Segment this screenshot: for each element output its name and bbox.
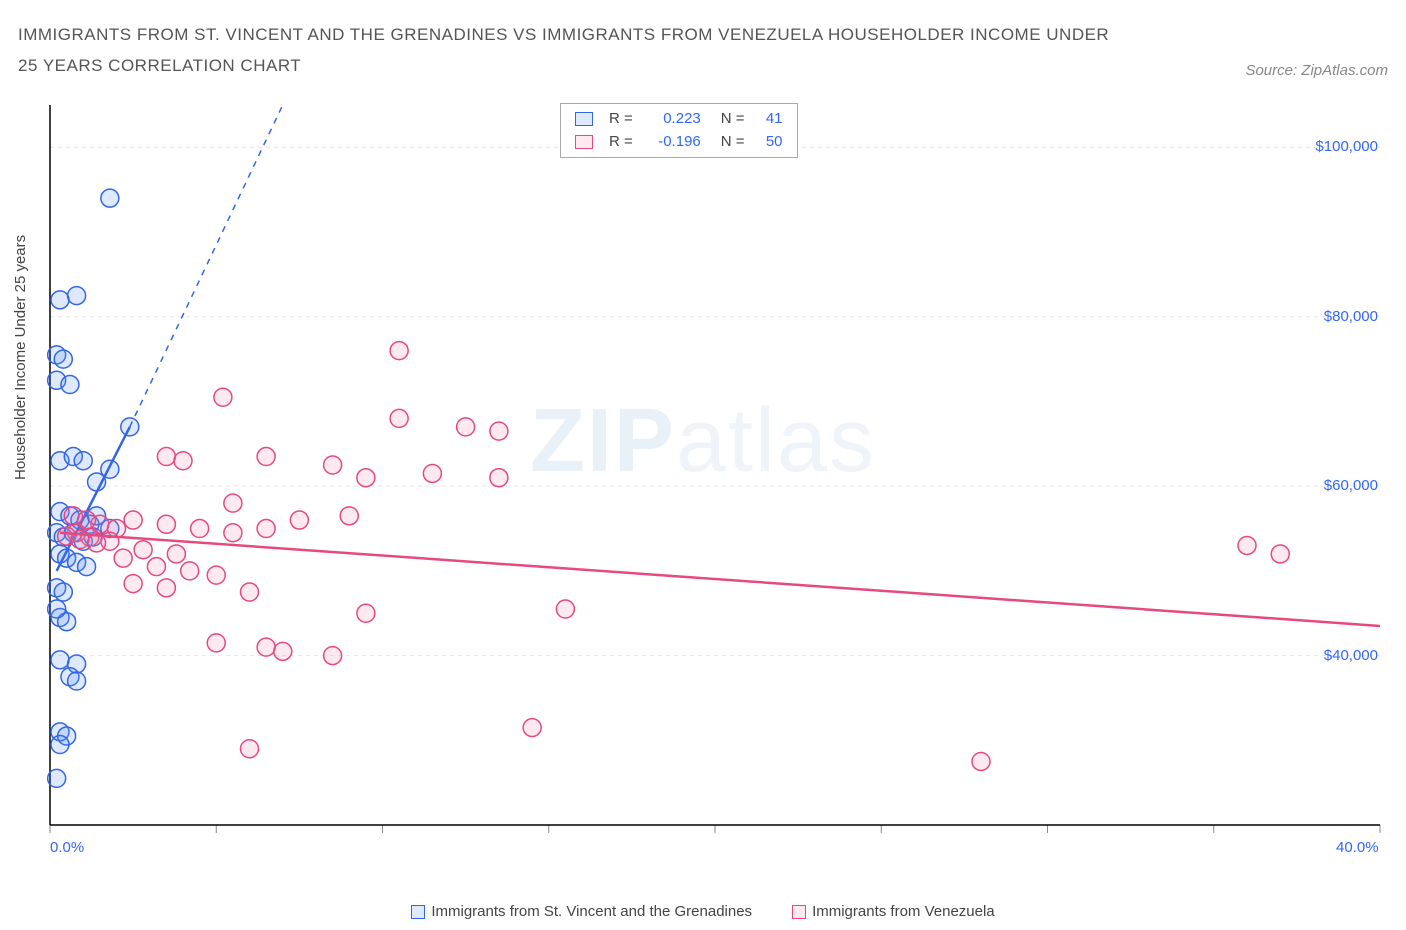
stats-legend: R = 0.223 N = 41 R = -0.196 N = 50 [560, 103, 798, 158]
y-tick-label: $100,000 [1315, 138, 1378, 155]
legend-label-blue: Immigrants from St. Vincent and the Gren… [431, 903, 752, 920]
y-tick-label: $40,000 [1324, 647, 1378, 664]
legend-swatch-pink [792, 905, 806, 919]
source-label: Source: ZipAtlas.com [1245, 62, 1388, 79]
y-tick-label: $60,000 [1324, 477, 1378, 494]
x-tick-label: 40.0% [1336, 839, 1379, 856]
scatter-plot [45, 100, 1385, 860]
x-tick-label: 0.0% [50, 839, 84, 856]
legend-swatch-pink [575, 135, 593, 149]
legend-label-pink: Immigrants from Venezuela [812, 903, 995, 920]
legend-swatch-blue [575, 112, 593, 126]
chart-title: IMMIGRANTS FROM ST. VINCENT AND THE GREN… [18, 20, 1118, 81]
y-tick-label: $80,000 [1324, 308, 1378, 325]
y-axis-label: Householder Income Under 25 years [12, 235, 29, 480]
bottom-legend: Immigrants from St. Vincent and the Gren… [0, 903, 1406, 920]
legend-swatch-blue [411, 905, 425, 919]
